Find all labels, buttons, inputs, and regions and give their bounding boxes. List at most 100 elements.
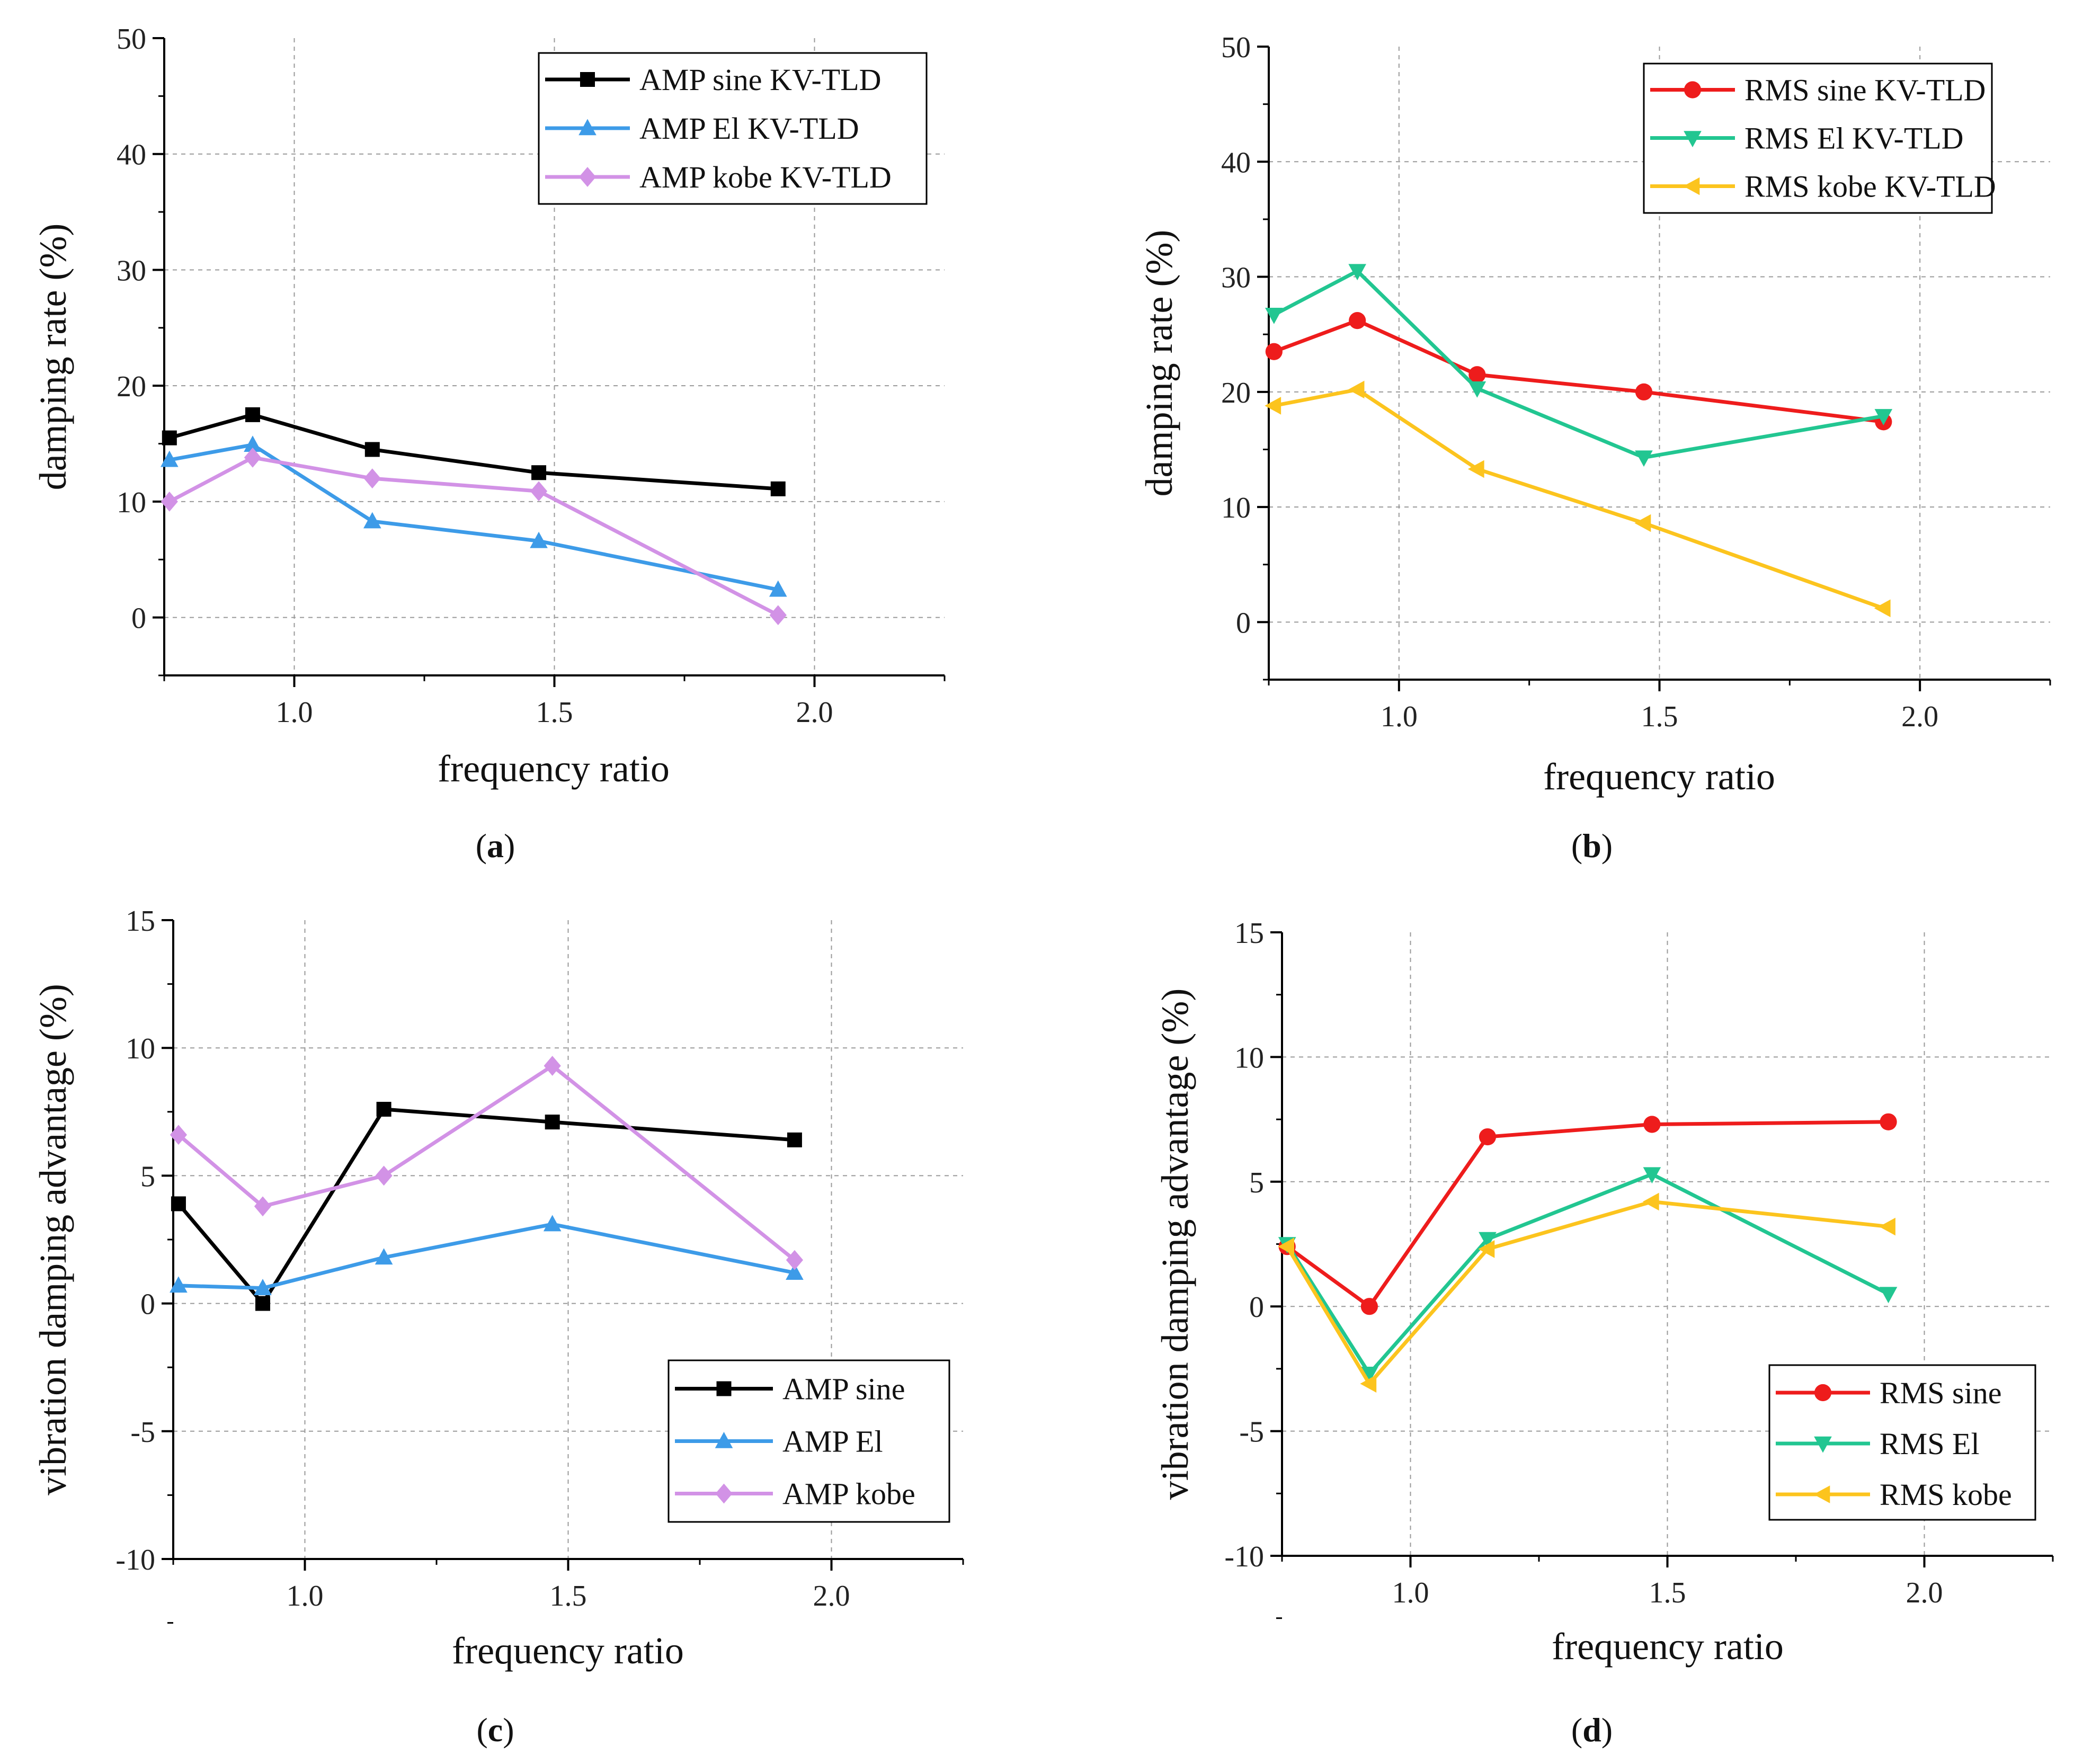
y-tick-label: 0 — [131, 602, 146, 635]
data-point-series-3 — [1634, 514, 1651, 532]
data-point-series-1 — [245, 407, 260, 422]
data-point-series-2 — [786, 1263, 804, 1280]
x-tick-label: 1.5 — [1641, 700, 1678, 733]
data-point-series-1 — [171, 1196, 186, 1211]
y-tick-label: 20 — [1221, 377, 1251, 409]
panel-caption: (a) — [476, 827, 515, 865]
legend-label: RMS sine — [1880, 1376, 2001, 1410]
legend-marker — [716, 1381, 732, 1396]
legend-label: AMP kobe KV-TLD — [639, 160, 892, 194]
data-point-series-2 — [1635, 450, 1653, 467]
x-tick-label: 1.0 — [1381, 700, 1418, 733]
data-point-series-3 — [1360, 1375, 1377, 1393]
data-point-series-1 — [770, 481, 786, 496]
y-tick-label: 50 — [117, 23, 146, 56]
data-point-series-1 — [1880, 1113, 1897, 1130]
x-tick-label: 1.0 — [287, 1580, 324, 1612]
x-tick-label: 2.0 — [1906, 1576, 1943, 1609]
data-point-series-3 — [769, 605, 787, 626]
data-point-series-2 — [1879, 1287, 1898, 1304]
series-line-2 — [1273, 269, 1884, 460]
y-tick-label: 30 — [117, 254, 146, 287]
data-point-series-1 — [545, 1115, 560, 1130]
data-point-series-2 — [1360, 1367, 1378, 1383]
y-tick-label: -10 — [1224, 1540, 1264, 1573]
legend-label: AMP El — [782, 1424, 883, 1459]
data-point-series-1 — [162, 430, 177, 446]
data-point-series-2 — [363, 512, 381, 529]
series-line-3 — [177, 1064, 796, 1262]
data-point-series-1 — [1265, 343, 1283, 360]
legend-marker — [1813, 1485, 1830, 1503]
legend-label: RMS kobe — [1880, 1477, 2012, 1512]
legend-label: AMP sine — [782, 1372, 905, 1406]
series-line-2 — [178, 1222, 795, 1290]
data-point-series-2 — [1468, 381, 1486, 398]
data-point-series-2 — [530, 531, 548, 548]
y-tick-label: 30 — [1221, 262, 1251, 295]
y-axis-title: vibration damping advantage (%) — [1154, 988, 1196, 1500]
legend-marker — [578, 119, 597, 136]
y-tick-label: 40 — [1221, 146, 1251, 179]
data-point-series-3 — [1467, 460, 1484, 478]
data-point-series-2 — [1265, 307, 1283, 324]
y-tick-label: 10 — [117, 486, 146, 519]
y-tick-label: -5 — [1239, 1416, 1264, 1449]
x-tick-label: 2.0 — [796, 696, 833, 729]
series-line-3 — [1274, 387, 1884, 610]
data-point-series-3 — [1278, 1237, 1294, 1256]
y-tick-label: 15 — [1234, 917, 1264, 950]
y-tick-label: 20 — [117, 370, 146, 403]
data-point-series-2 — [1643, 1167, 1661, 1184]
legend-label: RMS El KV-TLD — [1744, 121, 1964, 156]
data-point-series-3 — [1478, 1240, 1495, 1258]
data-point-series-3 — [544, 1056, 561, 1076]
data-point-series-1 — [1349, 312, 1366, 329]
legend-marker — [715, 1483, 733, 1504]
legend-label: RMS El — [1880, 1427, 1980, 1461]
x-axis-title: frequency ratio — [1543, 755, 1775, 798]
data-point-series-3 — [244, 447, 262, 468]
legend-marker — [578, 167, 597, 187]
data-point-series-2 — [769, 580, 787, 597]
panel-caption: (d) — [1571, 1711, 1613, 1749]
x-axis-title: frequency ratio — [438, 747, 670, 790]
y-tick-label: 0 — [1249, 1291, 1264, 1324]
data-point-series-2 — [1348, 264, 1366, 281]
legend-marker — [1684, 131, 1702, 147]
chart-panel-d: -10 -5 0 5 10 15 1.0 1.5 2.0 frequency ratio vibra… — [1154, 917, 2054, 1749]
data-point-series-3 — [1642, 1192, 1659, 1211]
data-point-series-2 — [1479, 1232, 1497, 1249]
panel-caption: (c) — [476, 1711, 514, 1749]
series-line-1 — [1286, 1120, 1889, 1308]
data-point-series-3 — [170, 1125, 188, 1145]
data-point-series-3 — [786, 1250, 804, 1270]
y-tick-label: 0 — [140, 1288, 155, 1321]
data-point-series-2 — [170, 1276, 188, 1293]
y-tick-label: 50 — [1221, 31, 1251, 64]
y-tick-label: 0 — [1236, 607, 1251, 639]
y-tick-label: 10 — [1234, 1041, 1264, 1074]
chart-panel-b: 0 10 20 30 40 50 1.0 1.5 2.0 frequency ratio dampi… — [1138, 31, 2051, 865]
data-point-series-3 — [161, 492, 178, 512]
y-tick-label: 10 — [126, 1032, 155, 1065]
data-point-series-3 — [1265, 397, 1281, 415]
data-point-series-3 — [1874, 599, 1891, 618]
legend-label: AMP sine KV-TLD — [639, 63, 882, 97]
y-tick-label: -5 — [130, 1416, 155, 1449]
legend-marker — [580, 72, 595, 87]
x-tick-label: 1.0 — [1392, 1576, 1429, 1609]
chart-panel-c: -10 -5 0 5 10 15 1.0 1.5 2.0 frequency ratio vibra… — [32, 905, 964, 1749]
data-point-series-3 — [530, 481, 548, 502]
legend-marker — [715, 1432, 733, 1448]
x-tick-label: 1.5 — [536, 696, 573, 729]
y-tick-label: 5 — [1249, 1166, 1264, 1199]
legend-label: AMP El KV-TLD — [639, 111, 859, 146]
data-point-series-1 — [376, 1101, 391, 1117]
data-point-series-3 — [254, 1196, 272, 1217]
y-tick-label: 5 — [140, 1160, 155, 1193]
data-point-series-1 — [1643, 1116, 1661, 1133]
data-point-series-1 — [1479, 1128, 1497, 1146]
x-tick-label: 1.5 — [1649, 1576, 1686, 1609]
data-point-series-2 — [1874, 409, 1893, 425]
